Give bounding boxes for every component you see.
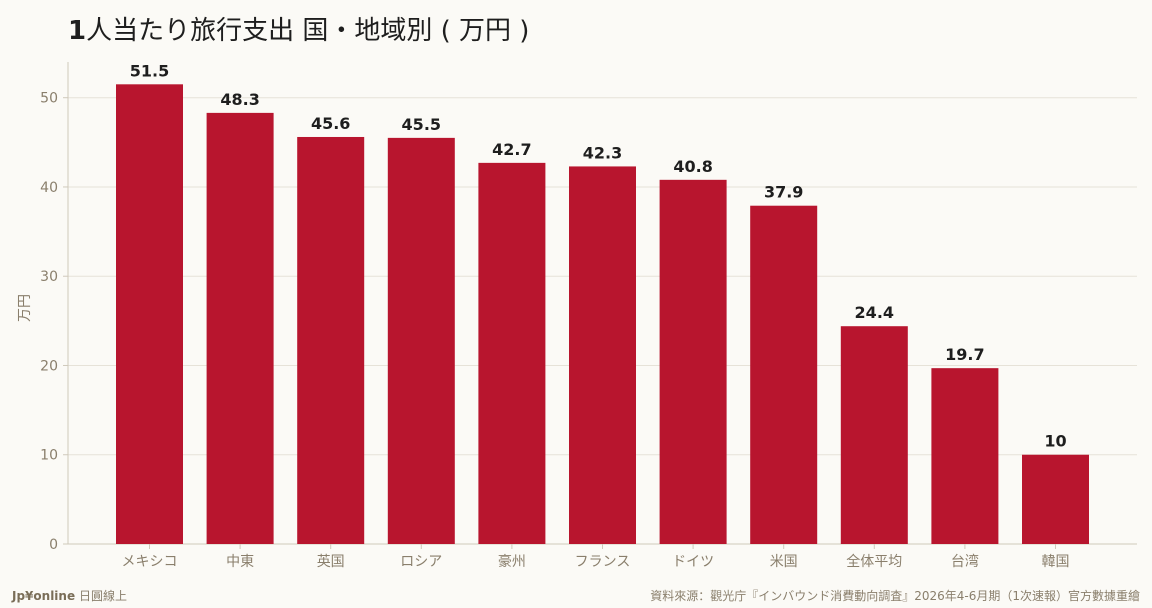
- x-tick-label: ドイツ: [672, 554, 714, 570]
- y-tick-label: 40: [40, 180, 58, 196]
- bar: [478, 162, 546, 544]
- y-tick-label: 20: [40, 358, 58, 374]
- x-tick-label: 英国: [317, 553, 345, 570]
- bar-value-label: 40.8: [673, 157, 712, 176]
- bar-value-label: 10: [1044, 432, 1066, 451]
- bar: [297, 136, 365, 544]
- y-tick-label: 10: [40, 448, 58, 464]
- bar-value-label: 37.9: [764, 183, 803, 202]
- x-tick-label: 全体平均: [846, 553, 902, 570]
- x-tick-label: 韓国: [1042, 554, 1070, 570]
- x-tick-label: 豪州: [498, 554, 526, 570]
- x-tick-label: ロシア: [400, 554, 442, 570]
- x-tick-label: 中東: [226, 554, 254, 570]
- bar: [206, 112, 274, 544]
- footer-brand: Jp¥online 日圓線上: [12, 587, 127, 604]
- bar-value-label: 51.5: [130, 61, 169, 80]
- bar-value-label: 45.6: [311, 114, 350, 133]
- bar: [750, 205, 818, 545]
- y-tick-label: 0: [49, 537, 58, 553]
- chart-title: 1人当たり旅行支出 国・地域別 ( 万円 ): [68, 10, 529, 47]
- bar-chart: 0 10 20 30 40 50 51.5 メキシコ 48.3 中東 45.6 英国 45.5 ロシア 42…: [40, 61, 1137, 570]
- x-tick-label: メキシコ: [122, 554, 178, 570]
- brand-name: Jp¥online: [12, 589, 76, 603]
- bar: [569, 166, 636, 544]
- bar: [840, 326, 908, 544]
- chart-title-text: 人当たり旅行支出 国・地域別 ( 万円 ): [86, 16, 530, 46]
- bar-value-label: 48.3: [220, 90, 259, 109]
- x-tick-label: 米国: [770, 554, 798, 570]
- bar-value-label: 42.7: [492, 140, 531, 159]
- chart-title-number: 1: [68, 16, 87, 46]
- y-tick-label: 30: [40, 269, 58, 285]
- footer-source: 資料來源：觀光庁『インバウンド消費動向調査』2026年4-6月期（1次速報）官方…: [650, 589, 1140, 603]
- bar-value-label: 42.3: [583, 143, 622, 162]
- bar-value-label: 24.4: [855, 303, 894, 322]
- bar: [659, 179, 727, 545]
- x-tick-label: 台湾: [951, 553, 979, 570]
- brand-suffix: 日圓線上: [78, 589, 127, 603]
- bar: [931, 368, 999, 544]
- bar-value-label: 45.5: [402, 115, 441, 134]
- bar: [387, 137, 455, 545]
- y-tick-label: 50: [40, 91, 58, 107]
- bar-value-label: 19.7: [945, 345, 984, 364]
- bar: [116, 84, 183, 544]
- x-tick-label: フランス: [575, 554, 631, 570]
- bar: [1022, 454, 1089, 544]
